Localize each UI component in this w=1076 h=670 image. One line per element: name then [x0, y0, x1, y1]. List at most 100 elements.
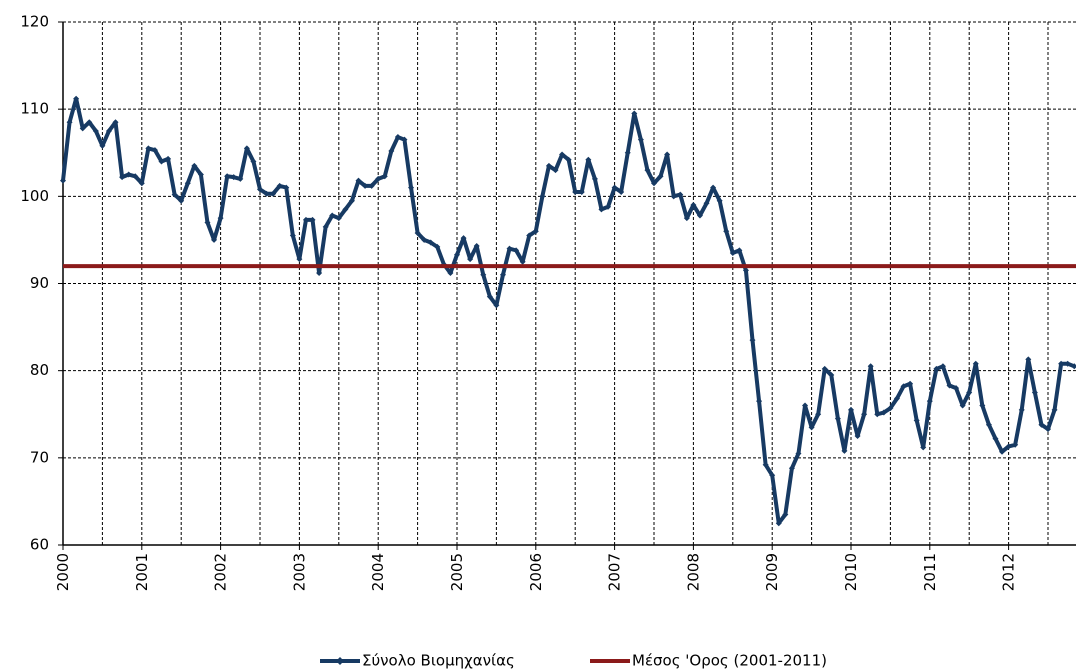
point [572, 188, 579, 195]
point [342, 206, 349, 213]
point [329, 212, 336, 219]
point [421, 236, 428, 243]
point [907, 380, 914, 387]
point [119, 174, 126, 181]
point [683, 215, 690, 222]
point [454, 251, 460, 258]
point [808, 424, 815, 431]
point [880, 409, 887, 416]
point [559, 151, 566, 158]
point [499, 271, 506, 278]
point [802, 402, 809, 409]
point [125, 171, 132, 178]
y-tick-label: 120 [20, 13, 49, 31]
point [591, 175, 598, 182]
point [664, 151, 671, 158]
point [624, 149, 631, 156]
point [217, 215, 224, 222]
point [408, 184, 415, 191]
point [1071, 363, 1076, 370]
point [854, 433, 861, 440]
point [598, 206, 605, 213]
point [480, 271, 487, 278]
point [283, 184, 290, 191]
point [966, 389, 973, 396]
point [513, 247, 520, 254]
point [1058, 360, 1065, 367]
point [1051, 406, 1058, 413]
point [657, 173, 664, 180]
point [519, 258, 526, 265]
point [526, 232, 533, 239]
point [92, 127, 99, 134]
point [99, 142, 106, 149]
legend-marker [336, 657, 344, 665]
point [1012, 441, 1019, 448]
point [861, 411, 868, 418]
point [1005, 443, 1012, 450]
point [302, 216, 309, 223]
point [486, 293, 493, 300]
y-tick-label: 80 [30, 361, 49, 379]
legend-label: Μέσος 'Ορος (2001-2011) [632, 652, 827, 670]
point [270, 190, 277, 197]
point [211, 236, 218, 243]
point [913, 417, 920, 424]
point [158, 158, 165, 165]
point [1025, 356, 1032, 363]
point [243, 145, 250, 152]
point [348, 197, 355, 204]
point [788, 465, 795, 472]
point [618, 188, 625, 195]
point [644, 167, 651, 174]
point [388, 148, 395, 155]
point [60, 177, 66, 184]
point [723, 228, 730, 235]
point [316, 270, 323, 277]
point [73, 95, 80, 102]
point [611, 184, 618, 191]
point [696, 212, 703, 219]
point [979, 402, 986, 409]
x-tick-label: 2008 [684, 553, 702, 591]
point [165, 155, 172, 162]
point [710, 184, 717, 191]
point [66, 119, 73, 126]
point [506, 245, 513, 252]
point [171, 191, 178, 198]
x-tick-label: 2012 [1000, 553, 1018, 591]
x-tick-label: 2003 [290, 553, 308, 591]
point [900, 383, 907, 390]
point [933, 365, 940, 372]
x-tick-label: 2006 [527, 553, 545, 591]
point [1064, 360, 1071, 367]
point [893, 395, 900, 402]
point [434, 243, 441, 250]
point [651, 180, 657, 187]
point [132, 173, 139, 180]
point [309, 216, 316, 223]
point [545, 162, 552, 169]
point [79, 125, 86, 132]
point [775, 520, 782, 527]
x-tick-label: 2001 [133, 553, 151, 591]
point [355, 177, 362, 184]
point [703, 200, 710, 207]
point [637, 136, 644, 143]
x-tick-label: 2010 [842, 553, 860, 591]
point [224, 173, 231, 180]
point [532, 228, 539, 235]
point [946, 382, 953, 389]
y-tick-label: 90 [30, 274, 49, 292]
point [972, 360, 979, 367]
point [1045, 426, 1051, 433]
point [887, 405, 894, 412]
point [427, 239, 434, 246]
x-tick-label: 2011 [921, 553, 939, 591]
y-tick-label: 110 [20, 100, 49, 118]
point [769, 472, 776, 479]
point [716, 197, 723, 204]
point [493, 302, 500, 309]
point [939, 363, 946, 370]
point [447, 270, 454, 277]
